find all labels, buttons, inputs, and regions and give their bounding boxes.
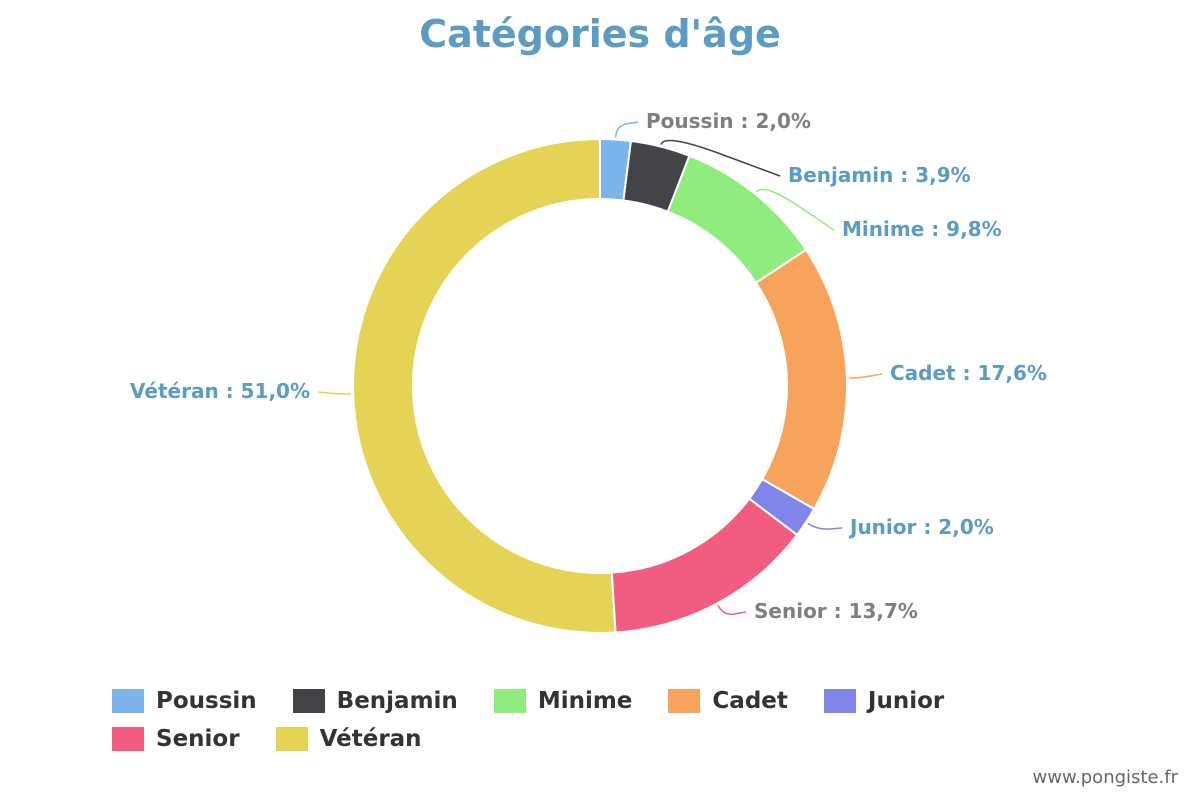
slice-vétéran[interactable] — [352, 137, 617, 634]
labels-layer: Poussin : 2,0% Benjamin : 3,9% Minime : 9,… — [130, 109, 1047, 623]
connector-benjamin — [660, 139, 781, 177]
connectors-layer — [317, 121, 883, 615]
legend-label: Senior — [156, 726, 240, 752]
legend-item-vétéran[interactable]: Vétéran — [275, 726, 422, 752]
data-label-junior: Junior : 2,0% — [848, 515, 994, 539]
legend-swatch — [493, 689, 526, 713]
data-label-benjamin: Benjamin : 3,9% — [788, 163, 971, 187]
legend-item-senior[interactable]: Senior — [112, 726, 240, 752]
legend-swatch — [112, 727, 144, 751]
slice-cadet[interactable] — [754, 248, 848, 511]
legend-swatch — [112, 689, 144, 713]
data-label-poussin: Poussin : 2,0% — [646, 109, 811, 133]
data-label-cadet: Cadet : 17,6% — [890, 361, 1047, 385]
legend-swatch — [668, 689, 701, 713]
legend-label: Poussin — [156, 688, 257, 714]
slices-layer — [352, 137, 848, 634]
chart-title: Catégories d'âge — [419, 12, 781, 56]
legend-label: Benjamin — [336, 688, 458, 714]
legend-item-benjamin[interactable]: Benjamin — [292, 688, 458, 714]
legend-label: Cadet — [712, 688, 788, 714]
data-label-vétéran: Vétéran : 51,0% — [130, 379, 310, 403]
legend: Poussin Benjamin Minime Cadet Junior Senior Vé… — [112, 688, 1112, 752]
legend-item-poussin[interactable]: Poussin — [112, 688, 257, 714]
legend-item-minime[interactable]: Minime — [493, 688, 633, 714]
data-label-senior: Senior : 13,7% — [754, 599, 918, 623]
connector-vétéran — [317, 391, 352, 395]
watermark: www.pongiste.fr — [1032, 767, 1178, 788]
connector-poussin — [614, 121, 639, 138]
connector-cadet — [848, 373, 883, 379]
legend-swatch — [823, 689, 856, 713]
data-label-minime: Minime : 9,8% — [842, 217, 1002, 241]
legend-swatch — [292, 689, 325, 713]
legend-label: Vétéran — [319, 726, 422, 752]
connector-junior — [807, 522, 843, 530]
legend-label: Junior — [867, 688, 945, 714]
connector-minime — [755, 188, 835, 231]
legend-label: Minime — [537, 688, 633, 714]
connector-senior — [717, 604, 747, 615]
legend-swatch — [275, 727, 308, 751]
legend-item-cadet[interactable]: Cadet — [668, 688, 788, 714]
legend-item-junior[interactable]: Junior — [823, 688, 945, 714]
